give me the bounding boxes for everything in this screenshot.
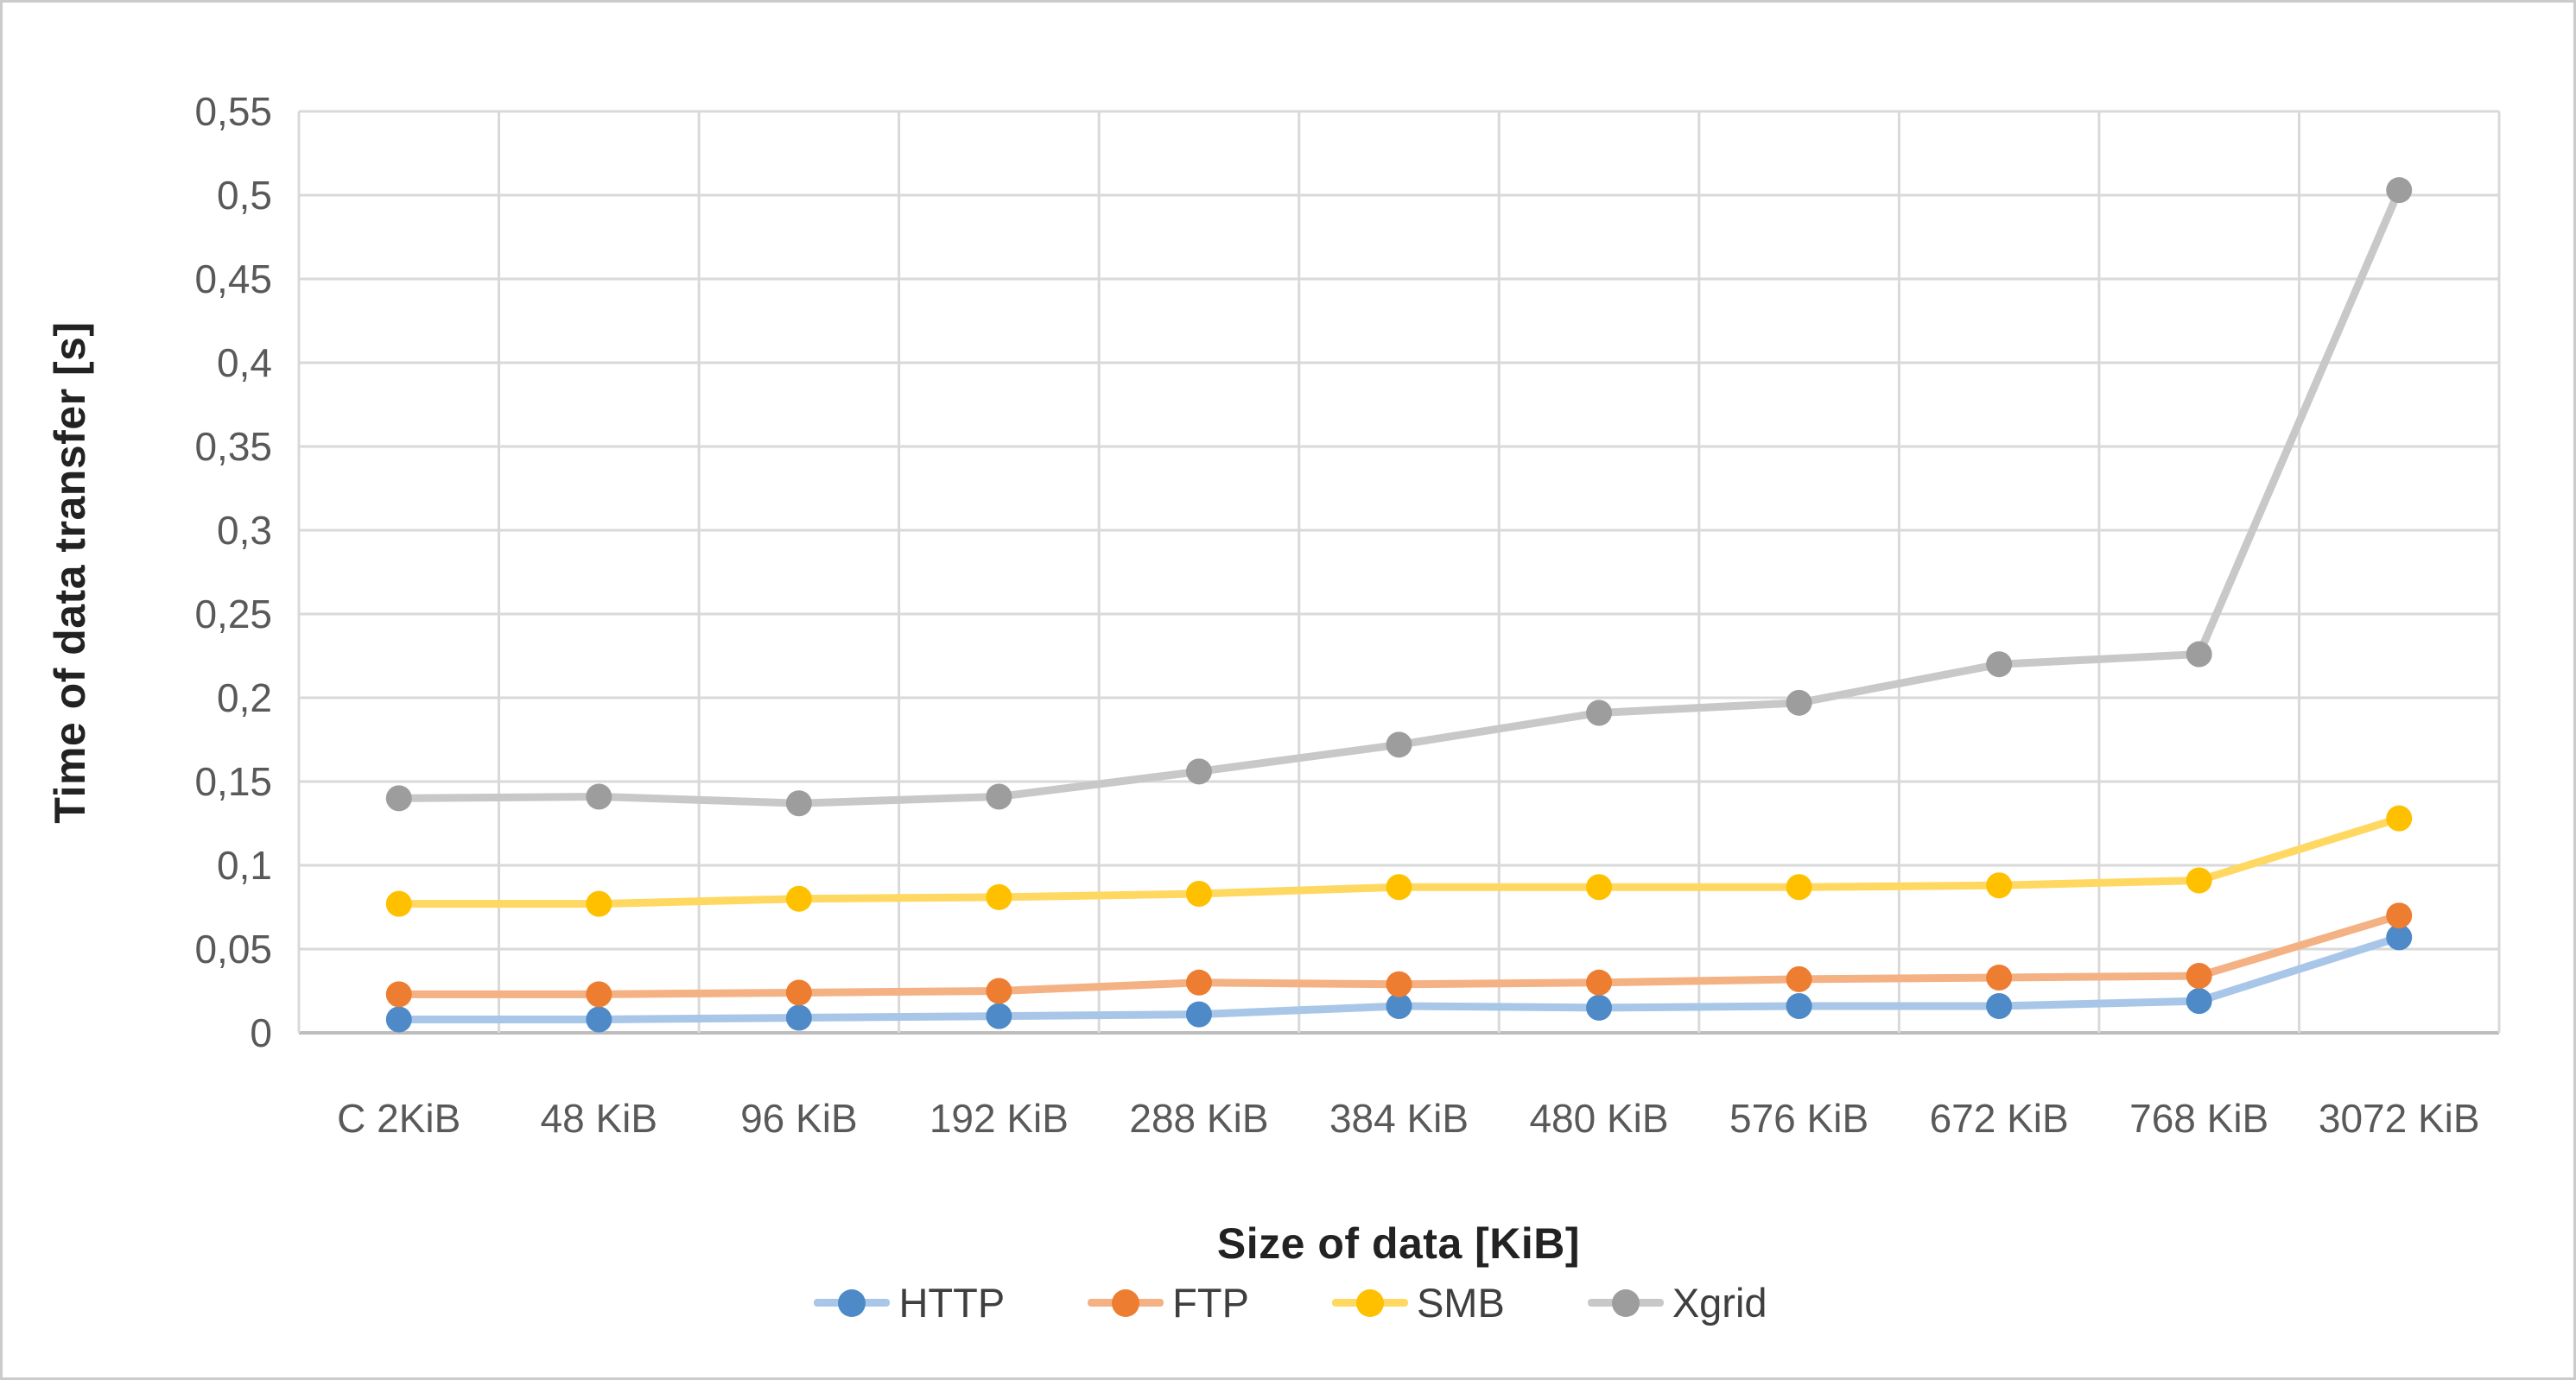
legend-marker-icon-HTTP — [814, 1288, 891, 1317]
x-tick-label: 48 KiB — [541, 1096, 658, 1141]
y-tick-label: 0,35 — [194, 424, 272, 469]
gridlines: 0 0,05 0,1 0,15 0,2 0,25 0,3 0,35 0,4 0,45 0,5 0,55 — [194, 89, 2501, 1055]
x-tick-label: 576 KiB — [1729, 1096, 1869, 1141]
legend-item-Xgrid: Xgrid — [1587, 1279, 1767, 1326]
data-point-Xgrid-7 — [1786, 689, 1812, 716]
data-point-SMB-7 — [1786, 874, 1812, 901]
data-point-HTTP-2 — [785, 1004, 812, 1031]
data-point-Xgrid-6 — [1586, 699, 1613, 726]
data-point-SMB-2 — [785, 885, 812, 912]
data-point-SMB-5 — [1386, 874, 1412, 901]
data-point-HTTP-1 — [586, 1006, 612, 1033]
series-Xgrid — [385, 177, 2413, 817]
data-point-FTP-3 — [986, 978, 1012, 1004]
legend-dot-icon — [838, 1288, 866, 1317]
data-point-FTP-5 — [1386, 971, 1412, 997]
legend-item-FTP: FTP — [1088, 1279, 1249, 1326]
data-point-FTP-7 — [1786, 965, 1812, 992]
x-tick-label: 384 KiB — [1329, 1096, 1469, 1141]
data-point-HTTP-10 — [2386, 924, 2413, 951]
legend-item-SMB: SMB — [1331, 1279, 1505, 1326]
data-point-FTP-6 — [1586, 969, 1613, 996]
legend-item-HTTP: HTTP — [814, 1279, 1005, 1326]
x-tick-label: C 2KiB — [337, 1096, 460, 1141]
series-HTTP — [385, 924, 2413, 1033]
data-point-Xgrid-4 — [1185, 758, 1212, 785]
y-tick-label: 0,3 — [217, 508, 272, 553]
data-point-HTTP-6 — [1586, 994, 1613, 1021]
data-point-HTTP-7 — [1786, 992, 1812, 1019]
data-point-HTTP-5 — [1386, 992, 1412, 1019]
y-tick-label: 0 — [250, 1010, 272, 1055]
legend-label: FTP — [1172, 1280, 1249, 1326]
data-point-SMB-3 — [986, 883, 1012, 910]
y-tick-label: 0,5 — [217, 173, 272, 218]
x-tick-label: 768 KiB — [2129, 1096, 2268, 1141]
data-point-HTTP-4 — [1185, 1001, 1212, 1028]
y-tick-label: 0,15 — [194, 759, 272, 804]
data-point-FTP-2 — [785, 979, 812, 1006]
data-point-FTP-10 — [2386, 902, 2413, 929]
data-point-Xgrid-2 — [785, 790, 812, 817]
y-tick-label: 0,55 — [194, 89, 272, 134]
y-axis-title: Time of data transfer [s] — [46, 321, 94, 824]
x-tick-label: 192 KiB — [930, 1096, 1069, 1141]
data-point-Xgrid-1 — [586, 783, 612, 810]
legend-label: Xgrid — [1672, 1280, 1767, 1326]
y-tick-label: 0,45 — [194, 256, 272, 301]
legend-label: SMB — [1416, 1280, 1505, 1326]
data-point-SMB-10 — [2386, 805, 2413, 832]
legend-marker-icon-FTP — [1088, 1288, 1164, 1317]
data-point-Xgrid-10 — [2386, 177, 2413, 204]
x-tick-label: 480 KiB — [1529, 1096, 1668, 1141]
data-point-SMB-1 — [586, 890, 612, 917]
data-point-FTP-9 — [2186, 963, 2212, 990]
chart-legend: HTTP FTP SMB Xgrid — [3, 1279, 2573, 1326]
legend-marker-icon-Xgrid — [1587, 1288, 1664, 1317]
series-SMB — [385, 805, 2413, 917]
data-point-FTP-4 — [1185, 969, 1212, 996]
x-tick-label: 96 KiB — [740, 1096, 858, 1141]
legend-marker-icon-SMB — [1331, 1288, 1408, 1317]
line-chart-plot: 0 0,05 0,1 0,15 0,2 0,25 0,3 0,35 0,4 0,45 0,5 0,55… — [194, 89, 2501, 1141]
data-point-Xgrid-3 — [986, 783, 1012, 810]
y-tick-label: 0,05 — [194, 927, 272, 972]
legend-label: HTTP — [898, 1280, 1006, 1326]
data-point-HTTP-9 — [2186, 988, 2212, 1015]
x-tick-label: 672 KiB — [1930, 1096, 2069, 1141]
y-tick-label: 0,4 — [217, 340, 272, 385]
data-point-Xgrid-9 — [2186, 641, 2212, 668]
data-point-Xgrid-8 — [1986, 651, 2013, 678]
legend-dot-icon — [1112, 1288, 1140, 1317]
data-point-FTP-0 — [385, 981, 412, 1008]
data-point-SMB-9 — [2186, 867, 2212, 894]
series-FTP — [385, 902, 2413, 1008]
data-point-SMB-6 — [1586, 874, 1613, 901]
legend-dot-icon — [1355, 1288, 1384, 1317]
legend-dot-icon — [1611, 1288, 1640, 1317]
x-tick-label: 3072 KiB — [2319, 1096, 2480, 1141]
data-point-HTTP-3 — [986, 1003, 1012, 1029]
data-point-SMB-0 — [385, 890, 412, 917]
data-point-HTTP-8 — [1986, 992, 2013, 1019]
y-tick-label: 0,2 — [217, 675, 272, 720]
data-point-Xgrid-5 — [1386, 731, 1412, 758]
data-point-SMB-8 — [1986, 872, 2013, 899]
data-point-Xgrid-0 — [385, 785, 412, 812]
data-point-FTP-8 — [1986, 964, 2013, 991]
data-point-SMB-4 — [1185, 880, 1212, 907]
y-tick-label: 0,1 — [217, 843, 272, 888]
x-axis-labels: C 2KiB 48 KiB 96 KiB 192 KiB 288 KiB 384 KiB 4… — [337, 1096, 2479, 1141]
data-point-FTP-1 — [586, 981, 612, 1008]
y-tick-label: 0,25 — [194, 592, 272, 636]
x-tick-label: 288 KiB — [1129, 1096, 1268, 1141]
data-point-HTTP-0 — [385, 1006, 412, 1033]
x-axis-title: Size of data [KiB] — [1216, 1219, 1581, 1268]
